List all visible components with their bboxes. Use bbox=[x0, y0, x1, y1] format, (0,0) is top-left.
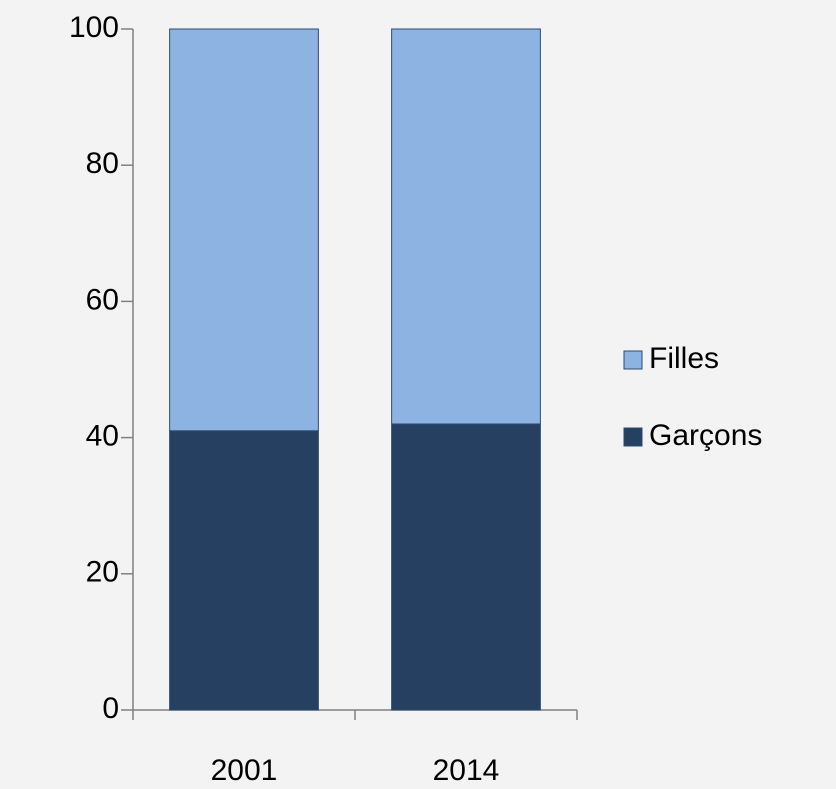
legend-label: Garçons bbox=[649, 419, 762, 452]
bar-segment bbox=[392, 29, 541, 424]
bar-segment bbox=[392, 424, 541, 710]
bar-segment bbox=[170, 29, 319, 431]
x-tick-label: 2014 bbox=[433, 754, 500, 787]
y-tick-label: 100 bbox=[69, 11, 119, 44]
chart: 0 20 40 60 80 100 2001 2014 Garçons Filles bbox=[0, 0, 836, 789]
legend-swatch bbox=[624, 428, 642, 446]
bar-segment bbox=[170, 431, 319, 710]
y-tick-label: 20 bbox=[86, 556, 119, 589]
y-tick-label: 40 bbox=[86, 420, 119, 453]
y-tick-label: 80 bbox=[86, 147, 119, 180]
legend-swatch bbox=[624, 351, 642, 369]
y-tick-label: 0 bbox=[102, 692, 119, 725]
legend-label: Filles bbox=[649, 342, 719, 375]
y-tick-label: 60 bbox=[86, 283, 119, 316]
x-tick-label: 2001 bbox=[211, 754, 278, 787]
